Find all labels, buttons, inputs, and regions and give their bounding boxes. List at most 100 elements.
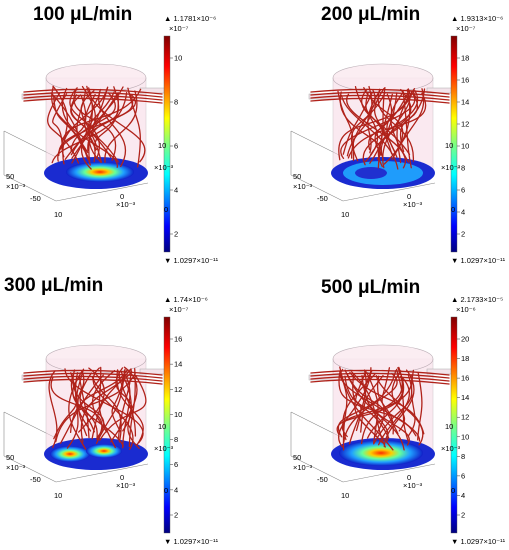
colorbar-exponent: ×10⁻⁷ (169, 24, 189, 33)
streamline (50, 376, 103, 439)
colorbar-tick-label: 8 (174, 98, 178, 107)
colorbar-tick-label: 2 (461, 230, 465, 239)
x-axis-tick: -50 (317, 194, 328, 203)
streamline (402, 90, 412, 169)
x-axis-tick: -50 (30, 475, 41, 484)
streamline (23, 369, 163, 376)
streamline (71, 94, 101, 164)
colorbar-max-label: ▲ 1.1781×10⁻⁶ (164, 14, 217, 23)
z-axis-tick: 0 (451, 486, 455, 495)
colorbar-tick-label: 6 (174, 460, 178, 469)
colorbar (450, 316, 458, 534)
x-axis-tick: 10 (54, 491, 62, 500)
streamline (80, 90, 102, 163)
z-axis-tick: 0 (451, 205, 455, 214)
x-axis-tick: -50 (30, 194, 41, 203)
colorbar-tick-label: 18 (461, 54, 469, 63)
colorbar-min-label: ▼ 1.0297×10⁻¹¹ (451, 537, 506, 546)
panel-title: 100 μL/min (33, 4, 133, 25)
colorbar-tick-label: 12 (461, 120, 469, 129)
streamline (366, 367, 405, 439)
colorbar-min-label: ▼ 1.0297×10⁻¹¹ (164, 537, 219, 546)
streamline (23, 372, 163, 379)
streamline (348, 369, 367, 445)
z-axis-exponent: ×10⁻³ (154, 444, 174, 453)
panel-title: 200 μL/min (321, 4, 421, 25)
streamline (310, 378, 450, 385)
streamline (64, 86, 109, 161)
colorbar-min-label: ▼ 1.0297×10⁻¹¹ (164, 256, 219, 265)
x-axis-exponent: ×10⁻³ (116, 481, 136, 490)
streamline (79, 372, 98, 441)
streamline (347, 92, 427, 159)
streamline (310, 94, 450, 101)
colorbar-tick-label: 8 (461, 452, 465, 461)
streamline (310, 91, 450, 98)
colorbar-tick-label: 16 (461, 374, 469, 383)
colorbar-tick-label: 4 (174, 186, 178, 195)
cylinder-top (332, 63, 434, 93)
colorbar-tick-label: 8 (174, 435, 178, 444)
x-axis-exponent: ×10⁻³ (403, 200, 423, 209)
streamline (23, 91, 163, 98)
panel-title: 500 μL/min (321, 277, 421, 298)
colorbar-max-label: ▲ 1.9313×10⁻⁶ (451, 14, 504, 23)
streamline (377, 88, 426, 168)
x-axis-tick: 10 (341, 491, 349, 500)
streamline (336, 375, 404, 436)
streamline (23, 97, 163, 104)
colorbar-tick-label: 6 (461, 186, 465, 195)
colorbar-tick-label: 2 (174, 511, 178, 520)
colorbar-exponent: ×10⁻⁷ (456, 24, 476, 33)
colorbar-tick-label: 14 (174, 360, 182, 369)
streamline (352, 373, 362, 432)
x-axis-exponent: ×10⁻³ (403, 481, 423, 490)
colorbar-tick-label: 14 (461, 98, 469, 107)
concentration-hotspot (86, 444, 122, 458)
streamline (51, 92, 128, 164)
streamline (366, 371, 379, 444)
colorbar-max-label: ▲ 2.1733×10⁻⁵ (451, 295, 504, 304)
concentration-hotspot (355, 167, 387, 179)
streamline (369, 87, 386, 164)
streamline (68, 369, 87, 450)
axis-line (3, 174, 57, 202)
concentration-hotspot (50, 446, 90, 462)
concentration-hotspot (339, 440, 423, 466)
colorbar (163, 35, 171, 253)
colorbar-min-label: ▼ 1.0297×10⁻¹¹ (451, 256, 506, 265)
streamline (351, 89, 376, 159)
streamline (386, 94, 409, 155)
colorbar-tick-label: 10 (174, 410, 182, 419)
x-axis-tick: 0 (120, 473, 124, 482)
x-axis-tick: -50 (317, 475, 328, 484)
axis-line (290, 174, 344, 202)
streamline (23, 378, 163, 385)
streamline (94, 93, 119, 151)
panel-500: 20 18 16 14 12 10 8 6 4 2 10 ×10⁻³ 0 50 ×10⁻³ -50 10 0 ×10… (255, 275, 509, 550)
streamline (341, 374, 413, 438)
panel-100: 10 8 6 4 2 10 ×10⁻³ 0 50 ×10⁻³ -50 10 0 ×10⁻³ 100 μL/… (0, 0, 254, 275)
axis-line (55, 182, 149, 202)
streamline (70, 94, 119, 163)
streamline (58, 95, 87, 157)
colorbar-max-label: ▲ 1.74×10⁻⁶ (164, 295, 208, 304)
streamline (417, 371, 423, 441)
z-axis-tick: 10 (158, 422, 166, 431)
colorbar-tick-label: 16 (461, 76, 469, 85)
colorbar-tick-label: 6 (461, 471, 465, 480)
axis-line (290, 455, 344, 483)
colorbar-tick-label: 18 (461, 354, 469, 363)
z-axis-exponent: ×10⁻³ (154, 163, 174, 172)
y-axis-tick: 50 (293, 172, 301, 181)
y-axis-tick: 50 (6, 172, 14, 181)
colorbar-tick-label: 4 (461, 491, 465, 500)
streamline (310, 88, 450, 95)
z-axis-tick: 10 (445, 422, 453, 431)
streamline (375, 375, 424, 446)
y-axis-exponent: ×10⁻³ (293, 463, 313, 472)
colorbar-tick-label: 10 (461, 432, 469, 441)
y-axis-tick: 50 (6, 453, 14, 462)
